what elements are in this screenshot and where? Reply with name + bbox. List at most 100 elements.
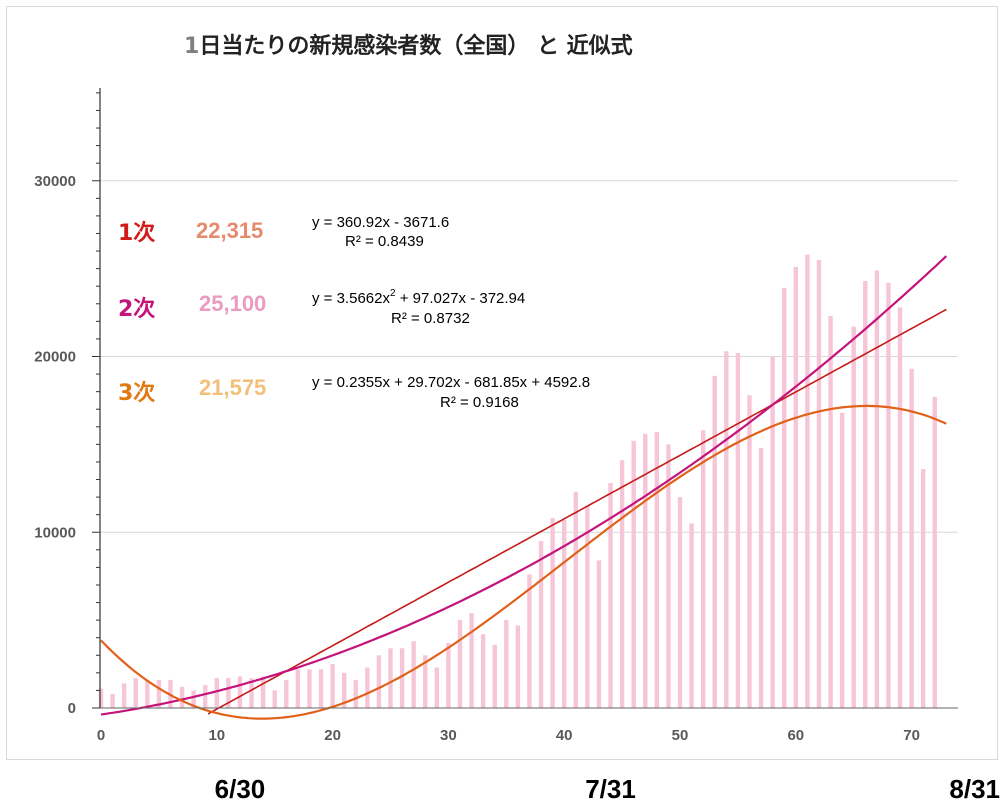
bar-24 [376,655,382,708]
fit-2-equation-part-1: y = 3.5662x [312,290,390,307]
bar-5 [156,679,162,708]
bar-50 [677,497,683,708]
fit-2-value-label: 25,100 [199,291,266,316]
chart-title-number: 1 [184,34,199,59]
fit-2-equation: y = 3.5662x2 + 97.027x - 372.94 [312,288,525,307]
bar-17 [295,669,301,708]
fit-1-value-label: 22,315 [196,218,263,243]
bar-54 [724,351,729,708]
bar-55 [735,352,741,708]
bar-4 [145,679,150,708]
bar-35 [504,620,509,708]
y-tick-labels: 0 10000 20000 30000 [34,173,76,717]
fit-3-annotation: 3次 21,575 y = 0.2355x + 29.702x - 681.85… [118,374,590,411]
bar-37 [527,574,532,708]
bar-43 [596,560,602,708]
bar-9 [203,685,208,708]
trendline-1 [207,308,947,715]
bar-33 [480,634,486,708]
bar-58 [770,356,775,708]
bar-19 [318,669,324,708]
x-tick-0: 0 [97,727,105,744]
fit-2-r2: R² = 0.8732 [391,310,470,327]
bar-42 [585,505,590,708]
bar-21 [341,672,347,708]
x-tick-60: 60 [787,727,804,744]
bar-32 [469,613,474,708]
bar-47 [643,433,648,708]
chart-title: 1日当たりの新規感染者数（全国） と 近似式 [184,33,633,59]
y-axis-minor-ticks [92,92,100,709]
bar-13 [249,678,254,708]
bar-25 [388,648,393,708]
bar-46 [631,440,636,708]
fit-1-r2: R² = 0.8439 [345,233,424,250]
fit-2-equation-part-2: + 97.027x - 372.94 [396,290,526,307]
bar-26 [399,648,405,708]
bar-30 [446,642,451,708]
bar-29 [434,667,440,708]
fit-3-equation: y = 0.2355x + 29.702x - 681.85x + 4592.8 [312,374,590,391]
bar-15 [272,690,277,708]
bar-69 [897,307,903,708]
fit-2-degree-label: 2次 [118,296,155,322]
bar-48 [654,432,660,708]
date-label-8-31: 8/31 [949,774,1000,804]
bar-34 [492,644,497,708]
bar-63 [828,316,833,708]
bar-series [98,254,937,708]
bar-36 [515,625,521,708]
bar-20 [330,664,335,708]
trendlines [100,255,948,720]
fit-1-degree-label: 1次 [118,220,155,246]
bar-70 [909,368,914,708]
bar-71 [920,468,926,708]
x-tick-10: 10 [208,727,225,744]
bar-61 [805,254,810,708]
bar-72 [932,396,937,708]
bar-62 [816,259,822,708]
chart-title-text: 日当たりの新規感染者数（全国） と 近似式 [199,33,632,59]
date-labels: 6/30 7/31 8/31 [215,774,1000,804]
bar-31 [457,620,463,708]
x-tick-20: 20 [324,727,341,744]
trendline-3 [100,404,947,720]
bar-65 [851,326,856,708]
x-tick-70: 70 [903,727,920,744]
bar-1 [110,693,115,708]
bar-12 [237,676,243,708]
y-tick-20000: 20000 [34,349,76,366]
bar-66 [863,280,868,708]
trendline-2 [100,255,948,716]
x-tick-30: 30 [440,727,457,744]
bar-11 [226,678,231,708]
bar-8 [191,690,196,708]
fit-2-equation-exponent: 2 [390,288,396,299]
bar-40 [562,519,567,708]
fit-3-r2: R² = 0.9168 [440,394,519,411]
bar-39 [550,518,555,708]
bar-44 [608,483,613,708]
fit-2-annotation: 2次 25,100 y = 3.5662x2 + 97.027x - 372.9… [118,288,525,327]
bar-28 [423,655,428,708]
bar-45 [619,460,625,708]
x-tick-40: 40 [556,727,573,744]
fit-3-value-label: 21,575 [199,375,266,400]
bar-16 [284,679,289,708]
bar-23 [365,667,370,708]
bar-14 [260,676,266,708]
x-tick-labels: 0 10 20 30 40 50 60 70 [97,727,920,744]
gridlines [100,180,958,533]
bar-64 [839,412,845,708]
bar-18 [307,669,312,708]
x-tick-50: 50 [672,727,689,744]
bar-53 [712,375,717,708]
bar-3 [133,678,138,708]
fit-1-annotation: 1次 22,315 y = 360.92x - 3671.6 R² = 0.84… [118,214,449,250]
bar-60 [793,266,798,708]
bar-67 [874,270,880,708]
y-tick-30000: 30000 [34,173,76,190]
bar-7 [179,686,185,708]
y-tick-0: 0 [68,700,76,717]
